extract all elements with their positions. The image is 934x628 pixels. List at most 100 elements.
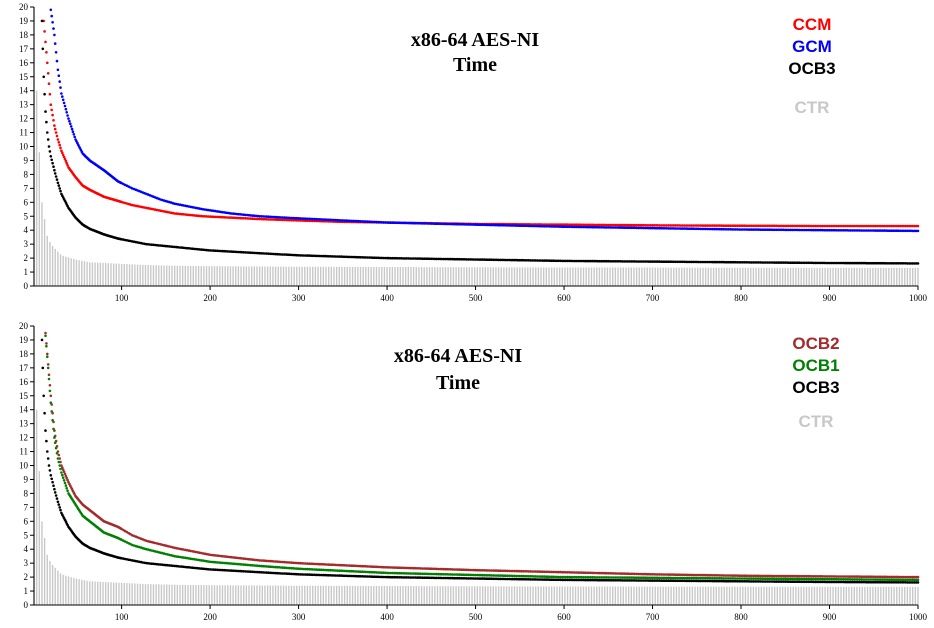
- data-point: [504, 577, 507, 581]
- data-point: [40, 19, 44, 23]
- data-point: [709, 224, 713, 227]
- data-point: [798, 224, 801, 228]
- data-point: [630, 223, 633, 227]
- data-point: [753, 224, 757, 228]
- data-point: [493, 223, 497, 227]
- data-point: [412, 576, 415, 579]
- data-point: [516, 258, 520, 262]
- data-point: [442, 257, 446, 261]
- data-point: [729, 579, 732, 583]
- data-point: [605, 578, 608, 582]
- data-point: [396, 566, 400, 569]
- data-point: [653, 576, 656, 580]
- data-point: [557, 225, 560, 228]
- data-point: [897, 262, 900, 265]
- data-point: [566, 571, 569, 574]
- legend-ocb3: OCB3: [792, 378, 839, 397]
- data-point: [727, 260, 730, 264]
- ctr-bars: [33, 326, 919, 605]
- data-point: [676, 576, 679, 580]
- data-point: [460, 568, 463, 571]
- data-point: [59, 86, 62, 89]
- data-point: [576, 571, 580, 574]
- data-point: [838, 229, 842, 232]
- data-point: [826, 580, 829, 584]
- data-point: [447, 257, 451, 261]
- data-point: [899, 581, 902, 584]
- data-point: [41, 366, 45, 370]
- y-tick-label: 0: [24, 281, 29, 291]
- data-point: [768, 228, 771, 231]
- data-point: [201, 215, 205, 218]
- data-point: [45, 120, 48, 124]
- data-point: [734, 228, 737, 231]
- data-point: [727, 224, 730, 227]
- data-point: [656, 573, 660, 576]
- data-point: [906, 581, 909, 584]
- data-point: [833, 580, 837, 584]
- data-point: [392, 575, 396, 579]
- data-point: [876, 580, 879, 584]
- data-point: [630, 260, 633, 263]
- data-point: [47, 82, 51, 85]
- data-point: [674, 576, 677, 580]
- data-point: [762, 228, 766, 231]
- data-point: [460, 577, 463, 580]
- data-point: [828, 261, 831, 265]
- data-point: [50, 14, 53, 18]
- data-point: [782, 261, 785, 264]
- data-point: [688, 573, 691, 577]
- data-point: [826, 577, 829, 581]
- data-point: [851, 578, 854, 581]
- data-point: [663, 573, 667, 576]
- data-point: [775, 261, 778, 264]
- data-point: [828, 577, 831, 581]
- y-tick-label: 8: [24, 488, 29, 498]
- data-point: [330, 574, 334, 577]
- data-point: [445, 222, 449, 226]
- data-point: [58, 187, 61, 190]
- data-point: [633, 223, 637, 227]
- x-tick-label: 100: [115, 612, 129, 622]
- data-point: [803, 580, 806, 584]
- data-point: [833, 224, 837, 228]
- data-point: [794, 224, 798, 228]
- data-point: [53, 124, 56, 127]
- data-point: [676, 227, 679, 230]
- data-point: [658, 224, 661, 227]
- data-point: [49, 401, 53, 405]
- data-point: [58, 506, 61, 509]
- data-point: [792, 228, 796, 232]
- data-point: [868, 261, 872, 265]
- data-point: [638, 576, 642, 579]
- data-point: [48, 150, 52, 153]
- data-point: [53, 172, 57, 175]
- data-point: [863, 575, 867, 578]
- data-point: [48, 469, 52, 472]
- data-point: [378, 256, 382, 260]
- data-point: [214, 215, 217, 219]
- data-point: [838, 580, 842, 584]
- data-point: [876, 224, 879, 228]
- data-point: [799, 224, 803, 228]
- data-point: [752, 574, 755, 578]
- data-point: [334, 574, 338, 577]
- data-point: [318, 573, 322, 577]
- data-point: [523, 259, 527, 262]
- y-tick-label: 17: [19, 363, 29, 373]
- data-point: [794, 577, 798, 581]
- data-point: [640, 579, 644, 582]
- data-point: [511, 224, 514, 227]
- data-point: [821, 261, 824, 265]
- data-point: [564, 259, 568, 263]
- data-point: [454, 576, 458, 580]
- data-point: [334, 255, 338, 258]
- data-point: [622, 226, 626, 229]
- data-point: [759, 574, 762, 578]
- data-point: [897, 224, 900, 228]
- data-point: [523, 578, 527, 581]
- data-point: [53, 491, 57, 494]
- data-point: [762, 224, 766, 228]
- data-point: [348, 569, 352, 573]
- data-point: [378, 575, 382, 579]
